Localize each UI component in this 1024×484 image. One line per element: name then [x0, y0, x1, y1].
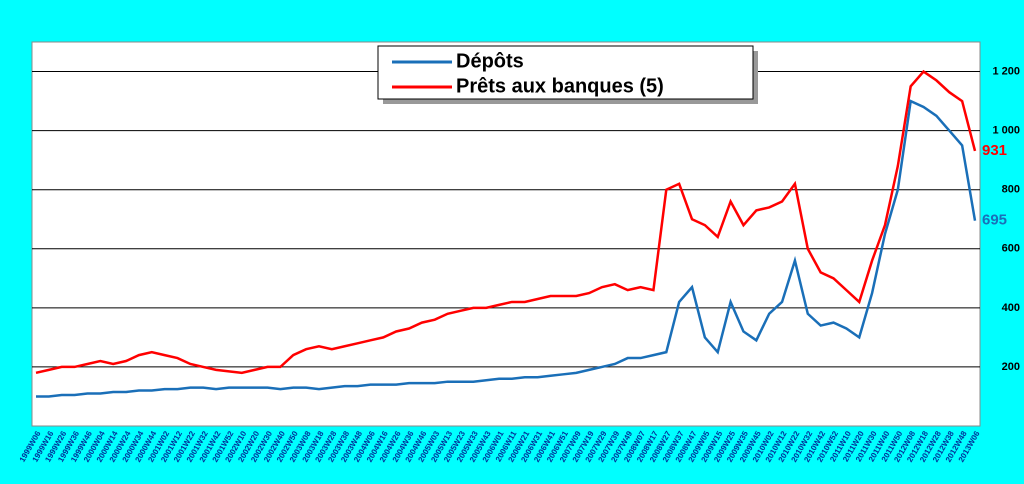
legend: Dépôts Prêts aux banques (5)	[377, 45, 758, 104]
line-series	[35, 69, 977, 375]
line-series	[36, 99, 977, 398]
y-tick-label: 1 200	[992, 65, 1020, 77]
plot-area	[31, 41, 981, 427]
legend-label: Prêts aux banques (5)	[456, 75, 664, 97]
y-tick-label: 1 000	[992, 125, 1020, 137]
legend-label: Dépôts	[456, 50, 524, 72]
y-tick-label: 400	[1002, 302, 1020, 314]
last-value-label: 931	[982, 142, 1007, 159]
y-tick-label: 200	[1002, 361, 1020, 373]
y-tick-label: 800	[1002, 184, 1020, 196]
y-tick-label: 600	[1002, 243, 1020, 255]
last-value-label: 695	[982, 212, 1007, 229]
legend-box	[377, 45, 754, 100]
